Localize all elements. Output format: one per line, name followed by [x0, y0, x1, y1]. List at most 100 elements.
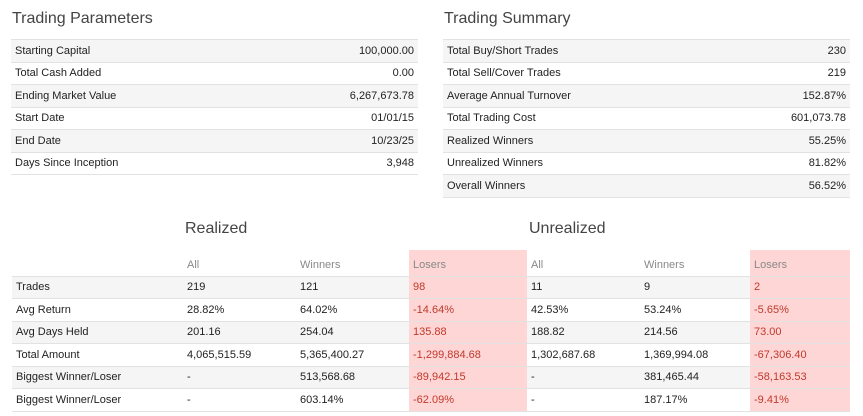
cell: 1,302,687.68	[527, 343, 640, 366]
row-value: 01/01/15	[257, 106, 418, 130]
row-label: Total Cash Added	[11, 61, 258, 85]
row-label: Unrealized Winners	[443, 151, 719, 175]
table-row: Total Amount 4,065,515.59 5,365,400.27 -…	[12, 343, 850, 366]
column-header: Losers	[409, 250, 527, 276]
cell: 9	[640, 275, 750, 299]
realized-title: Realized	[185, 220, 248, 237]
row-label: Avg Days Held	[12, 320, 183, 344]
row-label: Ending Market Value	[11, 84, 258, 107]
cell: 381,465.44	[640, 365, 750, 389]
row-value: 152.87%	[718, 84, 850, 107]
cell: -	[183, 365, 296, 389]
table-row: Total Cash Added 0.00	[11, 61, 418, 85]
table-row: Biggest Winner/Loser - 513,568.68 -89,94…	[12, 365, 850, 389]
row-label: Total Buy/Short Trades	[443, 39, 719, 62]
header-spacer	[12, 250, 183, 276]
row-value: 601,073.78	[718, 106, 850, 130]
row-label: Days Since Inception	[11, 151, 258, 175]
row-value: 100,000.00	[257, 39, 418, 62]
row-label: Total Trading Cost	[443, 106, 719, 130]
table-row: Total Sell/Cover Trades 219	[443, 61, 850, 85]
row-label: Realized Winners	[443, 129, 719, 152]
table-row: Total Trading Cost 601,073.78	[443, 106, 850, 130]
cell: 135.88	[409, 320, 527, 344]
row-value: 3,948	[257, 151, 418, 175]
row-value: 6,267,673.78	[257, 84, 418, 107]
cell: -62.09%	[409, 388, 527, 412]
cell: 219	[183, 275, 296, 299]
table-row: Start Date 01/01/15	[11, 106, 418, 130]
column-header: Losers	[750, 250, 850, 276]
cell: 2	[750, 275, 850, 299]
table-row: Unrealized Winners 81.82%	[443, 151, 850, 175]
cell: -	[527, 388, 640, 412]
cell: 98	[409, 275, 527, 299]
row-label: Overall Winners	[443, 174, 719, 198]
row-value: 219	[718, 61, 850, 85]
trading-parameters-title: Trading Parameters	[12, 10, 153, 27]
cell: 603.14%	[296, 388, 409, 412]
cell: -58,163.53	[750, 365, 850, 389]
row-label: Starting Capital	[11, 39, 258, 62]
table-row: Trades 219 121 98 11 9 2	[12, 275, 850, 299]
cell: -	[183, 388, 296, 412]
table-row: End Date 10/23/25	[11, 129, 418, 152]
cell: -5.65%	[750, 298, 850, 321]
cell: 121	[296, 275, 409, 299]
cell: -67,306.40	[750, 343, 850, 366]
row-label: Avg Return	[12, 298, 183, 321]
cell: 201.16	[183, 320, 296, 344]
table-row: Biggest Winner/Loser - 603.14% -62.09% -…	[12, 388, 850, 412]
cell: 513,568.68	[296, 365, 409, 389]
table-row: Realized Winners 55.25%	[443, 129, 850, 152]
column-header: All	[531, 258, 544, 271]
row-label: Total Sell/Cover Trades	[443, 61, 719, 85]
column-header: Winners	[300, 258, 341, 271]
column-header: Winners	[644, 258, 685, 271]
cell: 28.82%	[183, 298, 296, 321]
table-row: Overall Winners 56.52%	[443, 174, 850, 198]
row-label: Start Date	[11, 106, 258, 130]
cell: 42.53%	[527, 298, 640, 321]
cell: 188.82	[527, 320, 640, 344]
row-value: 0.00	[257, 61, 418, 85]
table-row: Avg Return 28.82% 64.02% -14.64% 42.53% …	[12, 298, 850, 321]
cell: -	[527, 365, 640, 389]
table-row: Average Annual Turnover 152.87%	[443, 84, 850, 107]
unrealized-title: Unrealized	[529, 220, 606, 237]
cell: 1,369,994.08	[640, 343, 750, 366]
cell: 11	[527, 275, 640, 299]
row-value: 230	[718, 39, 850, 62]
trading-parameters-table: Starting Capital 100,000.00 Total Cash Ad…	[11, 39, 418, 175]
column-header: All	[187, 258, 200, 271]
cell: 53.24%	[640, 298, 750, 321]
cell: 4,065,515.59	[183, 343, 296, 366]
table-header-row: All Winners Losers All Winners Losers	[12, 250, 850, 276]
performance-table: All Winners Losers All Winners Losers Tr…	[12, 250, 850, 412]
cell: -14.64%	[409, 298, 527, 321]
row-label: Average Annual Turnover	[443, 84, 719, 107]
table-row: Total Buy/Short Trades 230	[443, 39, 850, 62]
cell: 254.04	[296, 320, 409, 344]
table-row: Starting Capital 100,000.00	[11, 39, 418, 62]
row-label: End Date	[11, 129, 258, 152]
row-label: Total Amount	[12, 343, 183, 366]
cell: 5,365,400.27	[296, 343, 409, 366]
cell: -89,942.15	[409, 365, 527, 389]
row-value: 81.82%	[718, 151, 850, 175]
cell: 73.00	[750, 320, 850, 344]
row-label: Trades	[12, 275, 183, 299]
cell: -1,299,884.68	[409, 343, 527, 366]
cell: 64.02%	[296, 298, 409, 321]
trading-summary-title: Trading Summary	[444, 10, 571, 27]
row-value: 10/23/25	[257, 129, 418, 152]
trading-summary-table: Total Buy/Short Trades 230 Total Sell/Cov…	[443, 39, 850, 198]
table-row: Avg Days Held 201.16 254.04 135.88 188.8…	[12, 320, 850, 344]
row-label: Biggest Winner/Loser	[12, 365, 183, 389]
row-value: 55.25%	[718, 129, 850, 152]
cell: 187.17%	[640, 388, 750, 412]
cell: 214.56	[640, 320, 750, 344]
table-row: Days Since Inception 3,948	[11, 151, 418, 175]
row-value: 56.52%	[718, 174, 850, 198]
table-row: Ending Market Value 6,267,673.78	[11, 84, 418, 107]
